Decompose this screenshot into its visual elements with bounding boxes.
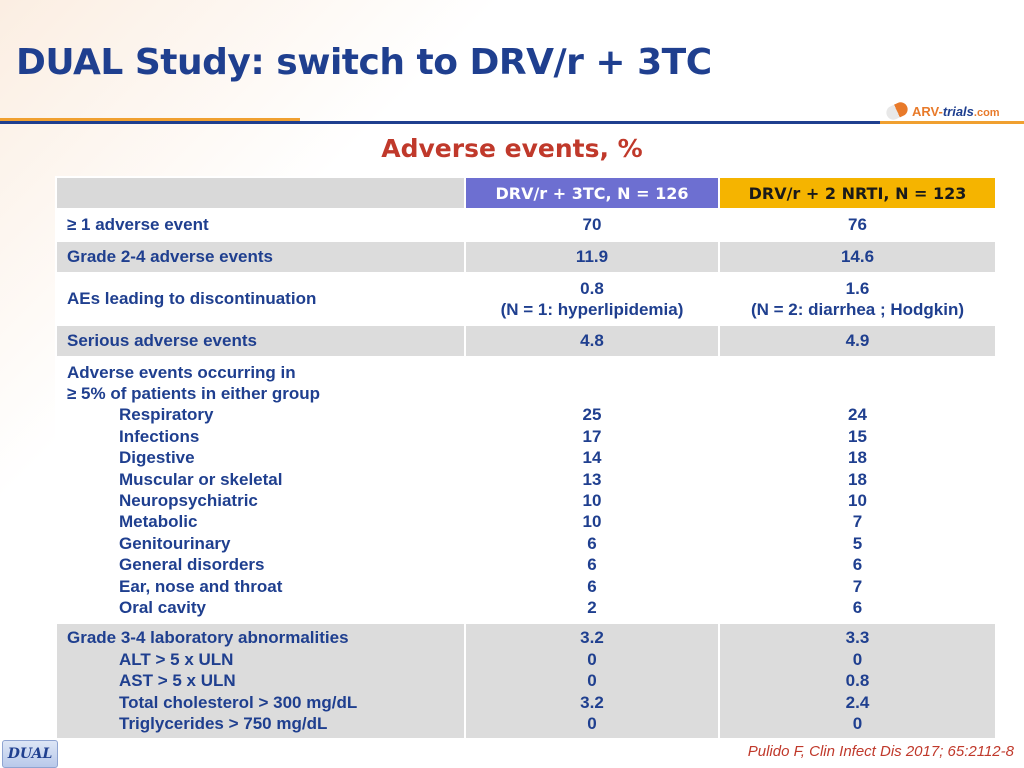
row-value-drv-3tc: 70: [464, 208, 720, 242]
row-value-drv-2nrti: 3.3 0 0.8 2.4 0: [718, 622, 997, 740]
sub-label: Oral cavity: [119, 598, 206, 618]
arv-trials-logo: ARV-trials.com: [884, 98, 1016, 124]
header-drv-3tc: DRV/r + 3TC, N = 126: [464, 176, 720, 210]
study-tag: DUAL: [2, 740, 58, 768]
sub-label: Digestive: [119, 448, 195, 468]
sub-label: Neuropsychiatric: [119, 491, 258, 510]
value-line: 6: [587, 576, 597, 596]
value-line: 0.8: [845, 671, 870, 691]
table-row: Grade 2-4 adverse events 11.9 14.6: [55, 240, 997, 274]
header-rule-right: [880, 121, 1024, 124]
row-value-drv-3tc: 25 17 14 13 10 10 6 6 6 2: [464, 356, 720, 624]
row-value-drv-2nrti: 24 15 18 18 10 7 5 6 7 6: [718, 356, 997, 624]
value-line: 3.2: [580, 692, 604, 712]
row-value-drv-3tc: 3.2 0 0 3.2 0: [464, 622, 720, 740]
value-note: (N = 1: hyperlipidemia): [500, 300, 684, 319]
value-line: 0: [852, 649, 863, 669]
header-drv-2nrti: DRV/r + 2 NRTI, N = 123: [718, 176, 997, 210]
sub-label: General disorders: [119, 555, 265, 575]
value-line: 0.8: [580, 278, 604, 298]
value-line: 3.2: [580, 628, 604, 648]
value-line: 18: [848, 469, 867, 489]
sub-label: Muscular or skeletal: [119, 469, 283, 489]
sub-label: Total cholesterol > 300 mg/dL: [119, 692, 358, 712]
value-line: 25: [582, 405, 602, 425]
table-subtitle: Adverse events, %: [381, 134, 643, 163]
value-line: 2.4: [845, 692, 870, 712]
value-note: (N = 2: diarrhea ; Hodgkin): [751, 300, 964, 319]
row-value-drv-2nrti: 76: [718, 208, 997, 242]
row-label: AEs leading to discontinuation: [55, 272, 466, 326]
value-line: 7: [852, 512, 863, 532]
table-header-row: DRV/r + 3TC, N = 126 DRV/r + 2 NRTI, N =…: [55, 176, 997, 210]
logo-text-arv: ARV-: [912, 103, 943, 119]
row-label-group: Adverse events occurring in ≥ 5% of pati…: [55, 356, 466, 624]
sub-label: Triglycerides > 750 mg/dL: [119, 714, 328, 734]
value-line: 0: [587, 671, 597, 691]
table-row: AEs leading to discontinuation 0.8 (N = …: [55, 272, 997, 326]
slide-title: DUAL Study: switch to DRV/r + 3TC: [16, 42, 712, 83]
row-label-group: Grade 3-4 laboratory abnormalities ALT >…: [55, 622, 466, 740]
value-line: 13: [582, 469, 602, 489]
sub-label: Respiratory: [119, 405, 214, 425]
value-line: 6: [587, 555, 597, 575]
value-line: 0: [852, 714, 863, 734]
sub-label: Infections: [119, 426, 200, 446]
value-line: 7: [852, 576, 863, 596]
value-line: 6: [852, 598, 863, 618]
value-line: 10: [582, 491, 602, 510]
value-line: 10: [848, 491, 867, 510]
value-line: 18: [848, 448, 867, 468]
row-label: ≥ 1 adverse event: [55, 208, 466, 242]
capsule-icon: [884, 100, 910, 122]
header-blank-cell: [55, 176, 466, 210]
row-value-drv-2nrti: 1.6 (N = 2: diarrhea ; Hodgkin): [718, 272, 997, 326]
header-accent-rule: [0, 118, 300, 121]
value-line: 6: [587, 533, 597, 553]
table-row: ≥ 1 adverse event 70 76: [55, 208, 997, 242]
value-line: 0: [587, 714, 597, 734]
value-line: 6: [852, 555, 863, 575]
table-row: Adverse events occurring in ≥ 5% of pati…: [55, 356, 997, 624]
value-line: 15: [848, 426, 867, 446]
value-line: 17: [582, 426, 602, 446]
row-value-drv-3tc: 11.9: [464, 240, 720, 274]
row-value-drv-3tc: 4.8: [464, 324, 720, 358]
row-label: Serious adverse events: [55, 324, 466, 358]
citation: Pulido F, Clin Infect Dis 2017; 65:2112-…: [747, 743, 1014, 760]
sub-label: AST > 5 x ULN: [119, 671, 236, 691]
row-value-drv-2nrti: 4.9: [718, 324, 997, 358]
logo-text-trials: trials: [942, 103, 974, 119]
sub-label: Metabolic: [119, 512, 198, 532]
group-label: Grade 3-4 laboratory abnormalities: [67, 628, 349, 648]
group-label: ≥ 5% of patients in either group: [67, 383, 321, 403]
value-line: 1.6: [845, 278, 870, 298]
row-value-drv-2nrti: 14.6: [718, 240, 997, 274]
value-line: 5: [852, 533, 863, 553]
sub-label: Genitourinary: [119, 533, 231, 553]
adverse-events-table: DRV/r + 3TC, N = 126 DRV/r + 2 NRTI, N =…: [55, 176, 997, 740]
value-line: 24: [848, 405, 867, 425]
header-rule: [0, 121, 890, 124]
value-line: 0: [587, 649, 597, 669]
value-line: 10: [582, 512, 602, 532]
sub-label: Ear, nose and throat: [119, 576, 283, 596]
table-row: Grade 3-4 laboratory abnormalities ALT >…: [55, 622, 997, 740]
group-label: Adverse events occurring in: [67, 362, 296, 382]
table-row: Serious adverse events 4.8 4.9: [55, 324, 997, 358]
value-line: 3.3: [845, 628, 870, 648]
logo-text-com: .com: [973, 106, 1000, 119]
row-value-drv-3tc: 0.8 (N = 1: hyperlipidemia): [464, 272, 720, 326]
row-label: Grade 2-4 adverse events: [55, 240, 466, 274]
sub-label: ALT > 5 x ULN: [119, 649, 234, 669]
value-line: 14: [582, 448, 602, 468]
value-line: 2: [587, 598, 597, 618]
